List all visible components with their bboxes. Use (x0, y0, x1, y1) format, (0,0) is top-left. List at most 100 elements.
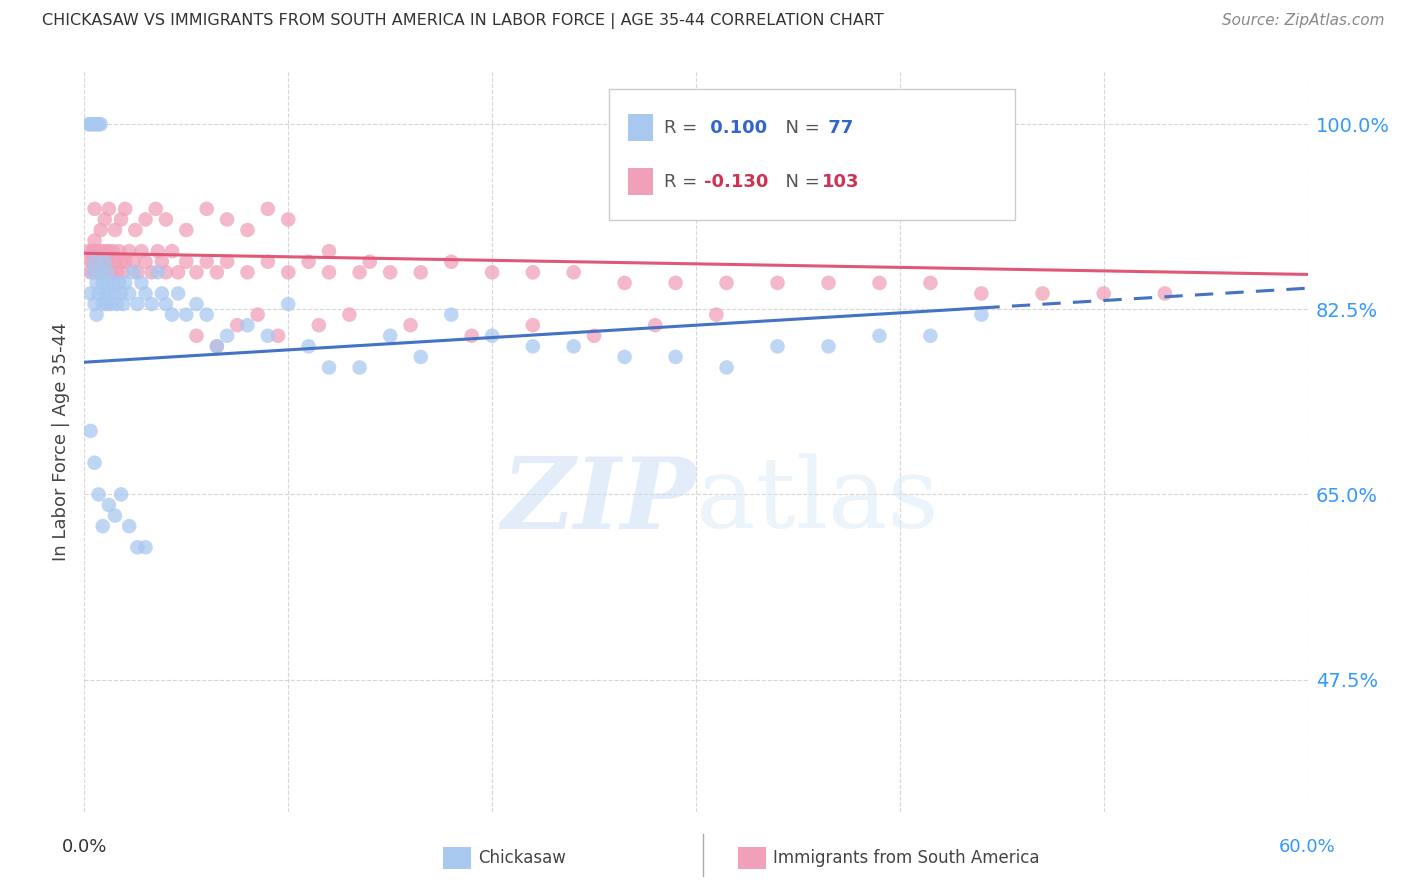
Point (174, 308, 197, 322)
Point (217, 328, 239, 343)
Point (83, 202, 105, 216)
Point (174, 254, 197, 268)
Point (108, 244, 131, 259)
Point (1032, 286, 1054, 301)
Point (481, 265, 503, 279)
Point (86, 265, 108, 279)
Text: ZIP: ZIP (501, 452, 696, 549)
Text: CHICKASAW VS IMMIGRANTS FROM SOUTH AMERICA IN LABOR FORCE | AGE 35-44 CORRELATIO: CHICKASAW VS IMMIGRANTS FROM SOUTH AMERI… (42, 13, 884, 29)
Point (77, 244, 100, 259)
Text: -0.130: -0.130 (703, 172, 768, 191)
Point (267, 328, 290, 343)
Text: Chickasaw: Chickasaw (478, 849, 565, 867)
Point (131, 276, 153, 290)
Point (644, 318, 666, 333)
Point (127, 541, 149, 555)
Point (150, 286, 173, 301)
Point (613, 276, 636, 290)
Text: atlas: atlas (696, 453, 939, 549)
Point (920, 328, 942, 343)
Point (83, 244, 105, 259)
Point (716, 360, 738, 375)
Point (318, 360, 340, 375)
Point (205, 339, 228, 353)
Text: 103: 103 (821, 172, 859, 191)
Point (110, 487, 132, 501)
Point (87, 254, 110, 268)
Text: Immigrants from South America: Immigrants from South America (773, 849, 1040, 867)
Point (664, 276, 686, 290)
Text: N =: N = (773, 172, 825, 191)
Point (122, 265, 145, 279)
Point (298, 254, 321, 268)
Point (167, 286, 190, 301)
Point (205, 339, 228, 353)
Point (155, 297, 177, 311)
Point (135, 286, 157, 301)
Point (110, 254, 132, 268)
Point (217, 212, 239, 227)
Point (87, 286, 110, 301)
Point (82, 117, 104, 131)
Point (582, 328, 605, 343)
Point (613, 350, 636, 364)
Point (236, 265, 259, 279)
Point (869, 328, 891, 343)
Point (257, 254, 280, 268)
Point (118, 519, 141, 533)
Point (91, 244, 114, 259)
Point (110, 286, 132, 301)
Point (135, 254, 157, 268)
Point (90, 265, 112, 279)
Point (122, 254, 145, 268)
Point (105, 265, 128, 279)
Point (112, 265, 135, 279)
Text: 0.100: 0.100 (703, 119, 766, 136)
Point (83, 234, 105, 248)
Point (246, 308, 269, 322)
Point (93, 212, 115, 227)
Point (205, 265, 228, 279)
Point (186, 265, 208, 279)
Point (93, 286, 115, 301)
Point (135, 541, 157, 555)
Point (86, 254, 108, 268)
Point (409, 350, 432, 364)
Point (100, 297, 122, 311)
Point (104, 254, 127, 268)
Point (91, 297, 114, 311)
Point (82, 265, 104, 279)
Point (522, 265, 544, 279)
Point (146, 244, 169, 259)
Point (91, 276, 114, 290)
Point (83, 456, 105, 470)
Point (236, 318, 259, 333)
Text: Source: ZipAtlas.com: Source: ZipAtlas.com (1222, 13, 1385, 29)
Point (96, 254, 118, 268)
Point (124, 223, 146, 237)
Point (766, 276, 789, 290)
Point (83, 297, 105, 311)
Point (155, 212, 177, 227)
Point (87, 117, 110, 131)
Point (91, 519, 114, 533)
Point (90, 117, 112, 131)
Point (91, 254, 114, 268)
Text: N =: N = (773, 119, 825, 136)
Point (145, 202, 167, 216)
Point (90, 265, 112, 279)
Point (97, 244, 120, 259)
Point (522, 339, 544, 353)
Point (349, 265, 371, 279)
Point (562, 339, 585, 353)
Point (217, 254, 239, 268)
Point (97, 202, 120, 216)
Point (380, 328, 402, 343)
Point (349, 360, 371, 375)
Point (112, 297, 135, 311)
Point (970, 308, 993, 322)
Point (82, 254, 104, 268)
Point (131, 244, 153, 259)
Point (399, 318, 422, 333)
Point (90, 244, 112, 259)
